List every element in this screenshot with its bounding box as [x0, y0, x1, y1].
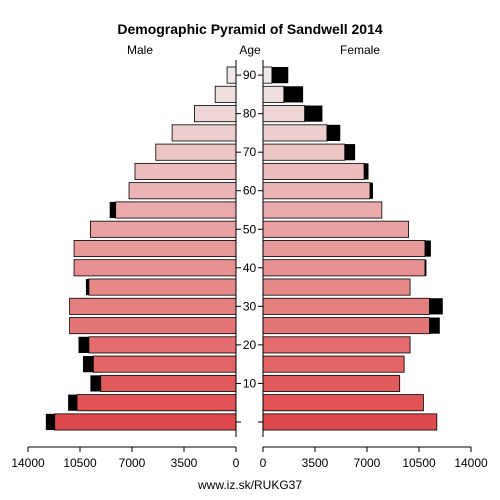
male-bar-65-69: [134, 162, 237, 180]
age-ticks: 10 20 30 40 50 60 70 80 90: [236, 68, 263, 423]
female-bar-20-24: [262, 336, 411, 354]
female-excess-70-74: [344, 144, 356, 161]
age-tick-label: 90: [243, 68, 257, 82]
female-bar-30-34: [262, 297, 430, 315]
female-excess-25-29: [429, 317, 440, 334]
age-tick-label: 40: [243, 261, 257, 275]
female-bar-75-79: [262, 124, 328, 142]
male-x-tick-label: 0: [233, 456, 240, 470]
male-excess-35-39: [85, 278, 89, 296]
male-excess-5-9: [68, 394, 78, 411]
age-tick-label: 30: [243, 299, 257, 313]
male-bar-10-14: [100, 374, 237, 392]
female-bar-45-49: [262, 240, 426, 258]
male-label: Male: [127, 43, 153, 57]
male-bar-5-9: [76, 394, 237, 412]
female-label: Female: [340, 43, 380, 57]
male-x-tick-label: 10500: [63, 456, 97, 470]
male-bar-80-84: [193, 105, 237, 123]
female-bar-10-14: [262, 374, 401, 392]
male-bars: [45, 66, 237, 431]
female-bar-55-59: [262, 201, 383, 219]
female-excess-90+: [271, 67, 289, 84]
female-excess-65-69: [364, 163, 369, 180]
female-excess-30-34: [429, 298, 443, 315]
female-excess-75-79: [326, 124, 341, 142]
x-ticks: 14000 10500 7000 3500 0 0 3500 7000 10500 14000: [11, 447, 488, 470]
female-bar-90+: [262, 66, 273, 84]
female-bars: [262, 66, 443, 431]
female-x-tick-label: 7000: [354, 456, 381, 470]
male-bar-30-34: [69, 297, 237, 315]
female-bar-5-9: [262, 394, 424, 412]
chart-title: Demographic Pyramid of Sandwell 2014: [117, 21, 383, 37]
female-bar-40-44: [262, 259, 426, 277]
male-bar-90+: [226, 66, 237, 84]
female-x-tick-label: 0: [260, 456, 267, 470]
male-bar-60-64: [128, 182, 237, 200]
male-bar-50-54: [90, 220, 237, 238]
female-bar-50-54: [262, 220, 410, 238]
female-excess-85-89: [283, 86, 304, 103]
age-tick-label: 20: [243, 338, 257, 352]
male-bar-15-19: [92, 355, 237, 373]
male-excess-55-59: [109, 201, 116, 219]
age-tick-label: 10: [243, 376, 257, 390]
male-bar-20-24: [88, 336, 237, 354]
male-excess-15-19: [82, 356, 94, 373]
age-tick-label: 80: [243, 107, 257, 121]
age-tick-label: 60: [243, 184, 257, 198]
male-bar-0-4: [54, 413, 237, 431]
female-excess-40-44: [424, 259, 427, 276]
age-tick-label: 50: [243, 222, 257, 236]
male-excess-0-4: [45, 413, 55, 431]
female-bar-60-64: [262, 182, 371, 200]
male-excess-20-24: [78, 336, 89, 353]
male-x-tick-label: 3500: [171, 456, 198, 470]
female-bar-65-69: [262, 162, 365, 180]
age-tick-label: 70: [243, 145, 257, 159]
male-x-tick-label: 7000: [119, 456, 146, 470]
female-bar-80-84: [262, 105, 305, 123]
male-x-tick-label: 14000: [11, 456, 45, 470]
male-bar-75-79: [171, 124, 237, 142]
female-excess-60-64: [369, 182, 373, 199]
female-bar-85-89: [262, 85, 285, 103]
female-bar-15-19: [262, 355, 405, 373]
female-bar-25-29: [262, 317, 430, 335]
source-text: www.iz.sk/RUKG37: [197, 478, 302, 492]
male-bar-55-59: [115, 201, 237, 219]
female-bar-70-74: [262, 143, 346, 161]
male-excess-10-14: [90, 375, 101, 392]
male-bar-85-89: [214, 85, 237, 103]
female-bar-0-4: [262, 413, 438, 431]
male-bar-40-44: [73, 259, 237, 277]
male-bar-35-39: [88, 278, 237, 296]
male-bar-45-49: [73, 240, 237, 258]
age-label: Age: [239, 43, 261, 57]
female-excess-45-49: [424, 240, 431, 257]
male-bar-70-74: [155, 143, 237, 161]
male-bar-25-29: [69, 317, 237, 335]
female-bar-35-39: [262, 278, 411, 296]
female-excess-80-84: [304, 105, 323, 122]
female-x-tick-label: 10500: [402, 456, 436, 470]
female-x-tick-label: 14000: [454, 456, 488, 470]
female-x-tick-label: 3500: [302, 456, 329, 470]
